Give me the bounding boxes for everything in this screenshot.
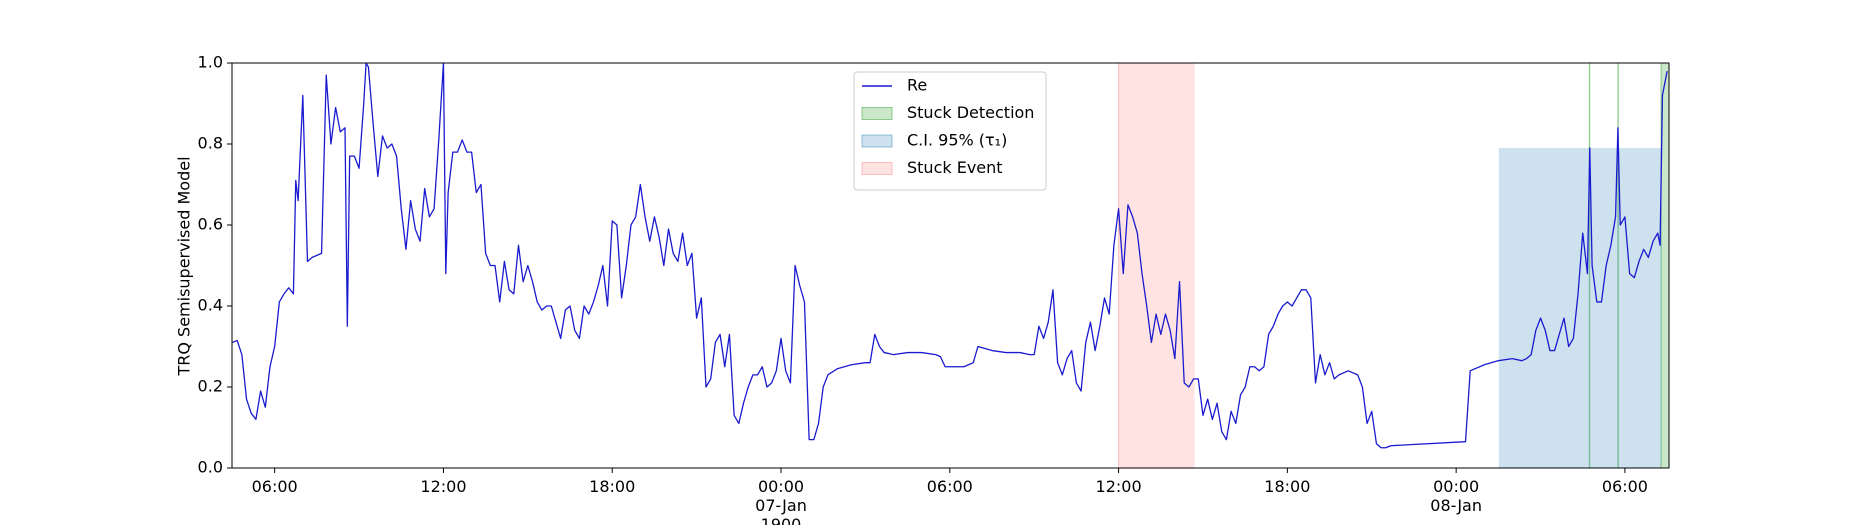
y-tick-label: 0.0 (198, 458, 223, 477)
legend-label: Stuck Detection (907, 103, 1034, 122)
plot-frame (231, 62, 1670, 469)
span (1498, 148, 1662, 469)
y-tick-label: 0.8 (198, 134, 223, 153)
y-tick-label: 0.2 (198, 377, 223, 396)
x-tick-label: 00:00 08-Jan (1430, 477, 1482, 515)
x-tick-label: 12:00 (420, 477, 467, 496)
x-tick-label: 18:00 (589, 477, 636, 496)
legend-frame (853, 71, 1047, 191)
legend-swatch (861, 162, 893, 175)
legend-label: Stuck Event (907, 158, 1003, 177)
x-tick-label: 12:00 (1095, 477, 1142, 496)
span (1589, 63, 1591, 468)
legend-label: C.I. 95% (τ₁) (907, 131, 1007, 150)
y-tick-label: 0.4 (198, 296, 223, 315)
x-tick-label: 18:00 (1264, 477, 1311, 496)
x-tick-label: 06:00 (926, 477, 973, 496)
x-tick-label: 00:00 07-Jan 1900 (755, 477, 807, 525)
series-line (232, 62, 1668, 449)
x-tick-label: 06:00 (251, 477, 298, 496)
span (1661, 63, 1669, 468)
x-tick-label: 06:00 (1601, 477, 1648, 496)
y-tick-label: 1.0 (198, 53, 223, 72)
legend-swatch (861, 134, 893, 148)
legend-swatch (861, 107, 893, 120)
span (1617, 63, 1620, 468)
legend-label: Re (907, 76, 927, 95)
y-axis-label: TRQ Semisupervised Model (175, 156, 194, 376)
span (1118, 63, 1195, 468)
y-tick-label: 0.6 (198, 215, 223, 234)
legend: Re Stuck Detection C.I. 95% (τ₁) Stuck Even… (853, 71, 1047, 191)
